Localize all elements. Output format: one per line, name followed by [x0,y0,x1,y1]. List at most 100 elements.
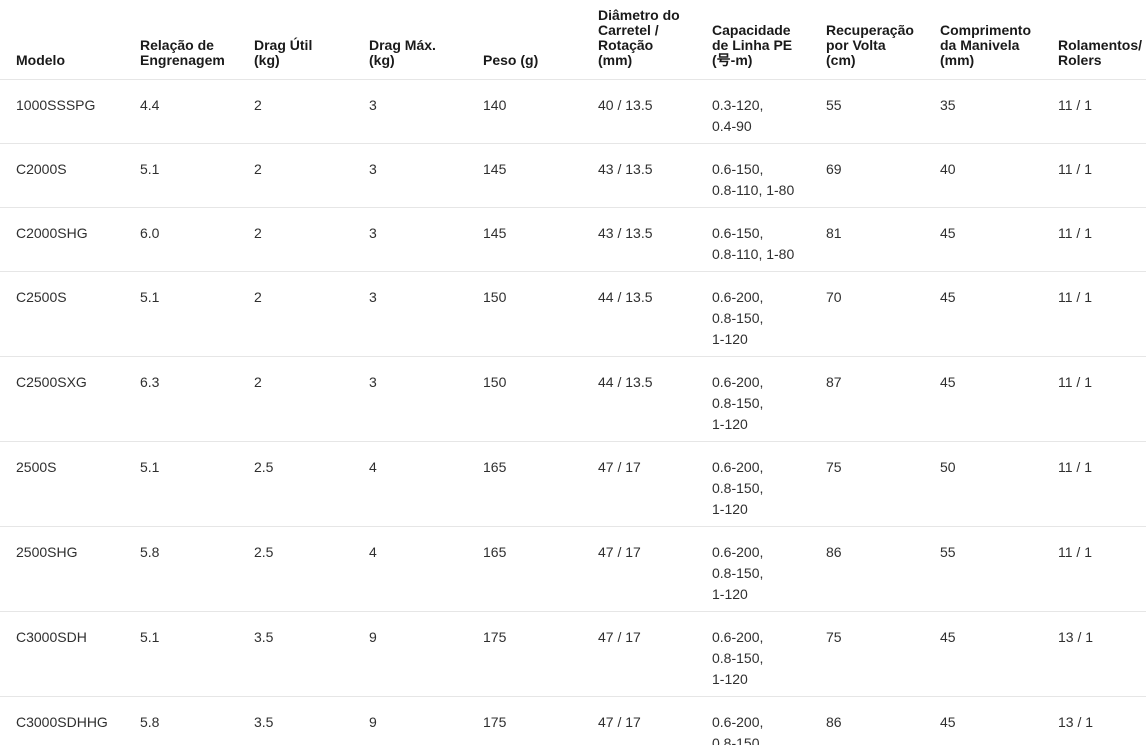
cell-drag_max_kg: 4 [369,441,483,527]
cell-modelo: C2500S [0,271,140,357]
cell-relacao_engrenagem: 6.3 [140,356,254,442]
table-row: 2500SHG 5.8 2.5 4 165 47 / 17 0.6-200, 0.8-150… [0,526,1146,612]
cell-comprimento_manivela: 45 [940,271,1058,357]
header-row: Modelo Relação de Engrenagem Drag Útil (kg… [0,0,1146,80]
cell-relacao_engrenagem: 4.4 [140,79,254,144]
cell-peso_g: 175 [483,714,507,730]
cell-rolamentos: 11 / 1 [1058,526,1146,612]
cell-rolamentos: 11 / 1 [1058,79,1146,144]
cell-modelo: 1000SSSPG [0,79,140,144]
cell-recuperacao_volta: 75 [826,611,940,697]
cell-drag_util_kg: 2.5 [254,441,369,527]
table-row: C3000SDH 5.1 3.5 9 175 47 / 17 0.6-200, 0.8-15… [0,611,1146,697]
column-header-drag_util_kg: Drag Útil (kg) [254,0,369,80]
cell-recuperacao_volta: 86 [826,526,940,612]
cell-drag_util_kg: 3.5 [254,714,274,730]
cell-modelo: C3000SDH [0,611,140,697]
table-row: C2500SXG 6.3 2 3 150 44 / 13.5 0.6-200, 0.8-15… [0,356,1146,442]
cell-capacidade_linha_pe: 0.6-150, 0.8-110, 1-80 [712,143,826,208]
cell-capacidade_linha_pe: 0.6-200, 0.8-150, 1-120 [712,356,826,442]
cell-rolamentos: 13 / 1 [1058,714,1094,730]
cell-relacao_engrenagem: 5.1 [140,441,254,527]
cell-peso_g: 150 [483,271,598,357]
cell-comprimento_manivela: 50 [940,441,1058,527]
cell-drag_max_kg: 3 [369,271,483,357]
cell-capacidade_linha_pe: 0.6-200, 0.8-150, 1-120 [712,526,826,612]
cell-rolamentos: 11 / 1 [1058,143,1146,208]
cell-drag_max_kg: 9 [369,611,483,697]
cell-drag_max_kg: 4 [369,526,483,612]
cell-comprimento_manivela: 45 [940,611,1058,697]
table-row: C2500S 5.1 2 3 150 44 / 13.5 0.6-200, 0.8-150,… [0,271,1146,357]
column-header-recuperacao_volta: Recuperação por Volta (cm) [826,0,940,80]
cell-diametro_rotacao: 44 / 13.5 [598,356,712,442]
cell-drag_max_kg: 3 [369,143,483,208]
cell-comprimento_manivela: 40 [940,143,1058,208]
column-header-modelo: Modelo [0,0,140,80]
cell-peso_g: 165 [483,441,598,527]
table-row: C3000SDHHG 5.8 3.5 9 175 47 / 17 0.6-200, 0.8-… [0,697,1146,745]
cell-diametro_rotacao: 43 / 13.5 [598,143,712,208]
cell-rolamentos: 11 / 1 [1058,356,1146,442]
column-header-rolamentos: Rolamentos/ Rolers [1058,0,1146,80]
cell-drag_max_kg: 3 [369,79,483,144]
cell-diametro_rotacao: 47 / 17 [598,611,712,697]
cell-drag_max_kg: 3 [369,207,483,272]
cell-rolamentos: 13 / 1 [1058,611,1146,697]
cell-modelo: C2000SHG [0,207,140,272]
cell-modelo: C2500SXG [0,356,140,442]
cell-relacao_engrenagem: 6.0 [140,207,254,272]
cell-capacidade_linha_pe: 0.6-200, 0.8-150, 1-120 [712,271,826,357]
cell-drag_util_kg: 2 [254,207,369,272]
table-row: 2500S 5.1 2.5 4 165 47 / 17 0.6-200, 0.8-150, … [0,441,1146,527]
cell-diametro_rotacao: 44 / 13.5 [598,271,712,357]
table-body: 1000SSSPG 4.4 2 3 140 40 / 13.5 0.3-120, 0.4-9… [0,79,1146,745]
cell-modelo: C2000S [0,143,140,208]
column-header-diametro_rotacao: Diâmetro do Carretel / Rotação (mm) [598,0,712,80]
column-header-drag_max_kg: Drag Máx. (kg) [369,0,483,80]
cell-relacao_engrenagem: 5.1 [140,611,254,697]
cell-peso_g: 140 [483,79,598,144]
cell-recuperacao_volta: 81 [826,207,940,272]
cell-relacao_engrenagem: 5.1 [140,143,254,208]
cell-relacao_engrenagem: 5.8 [140,714,160,730]
cell-peso_g: 165 [483,526,598,612]
cell-drag_util_kg: 2 [254,356,369,442]
cell-recuperacao_volta: 69 [826,143,940,208]
cell-diametro_rotacao: 47 / 17 [598,714,641,730]
cell-diametro_rotacao: 47 / 17 [598,526,712,612]
cell-comprimento_manivela: 45 [940,207,1058,272]
cell-drag_max_kg: 3 [369,356,483,442]
cell-capacidade_linha_pe: 0.6-200, 0.8-150, 1-120 [712,714,764,745]
cell-rolamentos: 11 / 1 [1058,271,1146,357]
cell-relacao_engrenagem: 5.1 [140,271,254,357]
cell-relacao_engrenagem: 5.8 [140,526,254,612]
cell-diametro_rotacao: 43 / 13.5 [598,207,712,272]
cell-comprimento_manivela: 35 [940,79,1058,144]
column-header-peso_g: Peso (g) [483,0,598,80]
cell-capacidade_linha_pe: 0.6-200, 0.8-150, 1-120 [712,611,826,697]
cell-recuperacao_volta: 86 [826,714,842,730]
cell-drag_util_kg: 2 [254,143,369,208]
cell-drag_util_kg: 2 [254,271,369,357]
cell-capacidade_linha_pe: 0.6-200, 0.8-150, 1-120 [712,441,826,527]
cell-peso_g: 145 [483,207,598,272]
cell-drag_util_kg: 2 [254,79,369,144]
cell-capacidade_linha_pe: 0.6-150, 0.8-110, 1-80 [712,207,826,272]
cell-comprimento_manivela: 45 [940,356,1058,442]
cell-peso_g: 150 [483,356,598,442]
cell-modelo: 2500SHG [0,526,140,612]
table-row: 1000SSSPG 4.4 2 3 140 40 / 13.5 0.3-120, 0.4-9… [0,79,1146,144]
column-header-comprimento_manivela: Comprimento da Manivela (mm) [940,0,1058,80]
cell-recuperacao_volta: 55 [826,79,940,144]
cell-recuperacao_volta: 70 [826,271,940,357]
cell-drag_util_kg: 2.5 [254,526,369,612]
table-row: C2000S 5.1 2 3 145 43 / 13.5 0.6-150, 0.8-110,… [0,143,1146,208]
cell-recuperacao_volta: 87 [826,356,940,442]
cell-comprimento_manivela: 55 [940,526,1058,612]
cell-recuperacao_volta: 75 [826,441,940,527]
cell-drag_max_kg: 9 [369,714,377,730]
cell-diametro_rotacao: 47 / 17 [598,441,712,527]
